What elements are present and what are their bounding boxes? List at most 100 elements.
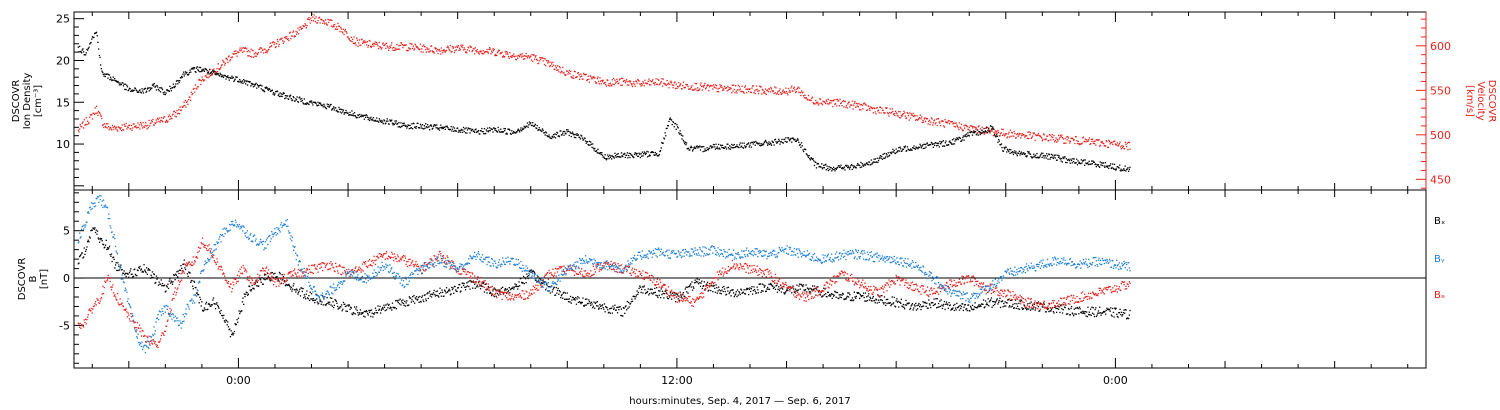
density-point	[1035, 157, 1037, 159]
density-point	[969, 131, 971, 133]
velocity-point	[857, 106, 859, 108]
bx-point	[127, 273, 129, 275]
density-point	[124, 88, 126, 91]
bz-point	[102, 292, 105, 295]
density-point	[469, 132, 471, 134]
velocity-point	[1108, 140, 1111, 143]
density-point	[784, 140, 786, 143]
velocity-point	[1114, 143, 1117, 145]
bx-point	[260, 281, 262, 283]
density-point	[1125, 168, 1128, 171]
velocity-point	[350, 36, 352, 38]
density-point	[900, 150, 903, 152]
velocity-point	[593, 76, 595, 78]
density-tick-label: 20	[56, 54, 70, 67]
velocity-point	[549, 65, 551, 68]
bx-point	[1115, 307, 1117, 309]
velocity-point	[444, 50, 446, 52]
velocity-point	[586, 79, 589, 81]
density-point	[173, 86, 175, 88]
velocity-point	[1084, 140, 1086, 142]
bx-point	[842, 292, 844, 295]
velocity-point	[641, 83, 643, 85]
velocity-point	[166, 119, 168, 121]
density-point	[744, 145, 746, 147]
bx-point	[1056, 311, 1058, 313]
velocity-point	[470, 46, 472, 48]
bx-point	[385, 309, 388, 311]
velocity-point	[766, 89, 768, 92]
density-point	[473, 130, 475, 132]
velocity-point	[449, 49, 451, 52]
density-point	[936, 145, 938, 147]
density-point	[320, 103, 322, 105]
bx-point	[660, 288, 662, 290]
density-point	[794, 138, 796, 141]
velocity-point	[1046, 135, 1049, 137]
velocity-point	[994, 133, 996, 135]
velocity-point	[285, 37, 287, 40]
density-point	[90, 41, 92, 44]
velocity-point	[776, 93, 778, 95]
velocity-point	[248, 55, 250, 57]
density-point	[980, 131, 982, 133]
bx-point	[572, 296, 574, 299]
velocity-point	[812, 102, 814, 104]
density-point	[488, 130, 490, 132]
density-point	[483, 128, 486, 130]
velocity-point	[939, 124, 942, 127]
bx-point	[78, 262, 80, 264]
velocity-point	[304, 23, 306, 25]
velocity-point	[539, 58, 542, 61]
density-point	[364, 114, 366, 116]
density-point	[926, 142, 928, 144]
velocity-point	[970, 125, 972, 127]
velocity-point	[624, 82, 626, 84]
density-point	[1102, 162, 1105, 164]
density-point	[280, 93, 283, 95]
density-point	[222, 76, 225, 79]
bx-point	[771, 285, 773, 287]
density-point	[82, 48, 84, 50]
density-point	[602, 156, 604, 158]
bx-point	[1031, 308, 1033, 310]
bx-point	[126, 273, 129, 275]
density-point	[199, 66, 202, 69]
density-point	[699, 145, 701, 147]
density-point	[1110, 167, 1112, 170]
velocity-point	[731, 84, 733, 86]
bx-point	[1030, 301, 1032, 303]
density-point	[359, 113, 361, 116]
velocity-point	[373, 45, 375, 47]
density-point	[515, 132, 517, 134]
bx-point	[160, 279, 162, 281]
density-point	[404, 124, 406, 126]
bz-point	[112, 292, 115, 294]
bx-point	[791, 292, 793, 294]
bx-point	[266, 278, 268, 280]
density-point	[892, 148, 894, 150]
bx-point	[312, 297, 315, 300]
velocity-point	[492, 48, 494, 50]
density-point	[542, 129, 544, 131]
bx-point	[723, 288, 726, 290]
velocity-point	[753, 90, 756, 92]
density-point	[995, 136, 997, 138]
bx-point	[474, 283, 476, 285]
density-point	[882, 153, 884, 155]
density-point	[700, 146, 702, 148]
bx-point	[1009, 305, 1011, 307]
density-point	[135, 89, 137, 91]
density-point	[565, 133, 567, 135]
velocity-point	[651, 80, 653, 82]
density-point	[440, 124, 442, 126]
velocity-point	[801, 92, 803, 94]
bx-point	[84, 253, 86, 255]
density-point	[652, 151, 654, 153]
bx-point	[430, 296, 433, 298]
bx-point	[803, 289, 805, 291]
velocity-point	[936, 124, 938, 127]
bx-point	[466, 282, 468, 284]
bx-point	[528, 270, 531, 272]
density-point	[799, 143, 801, 146]
